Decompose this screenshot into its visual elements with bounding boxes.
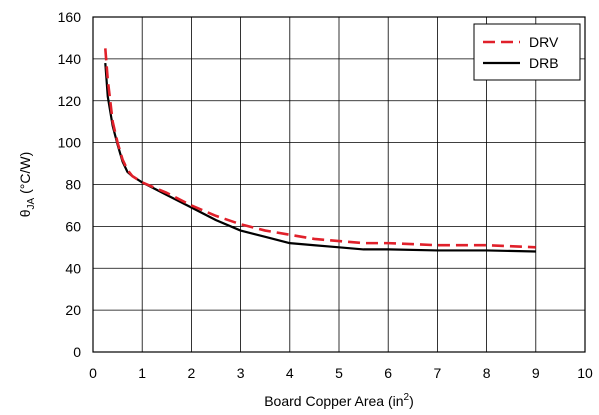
x-axis-title: Board Copper Area (in2) xyxy=(264,392,414,409)
legend-box xyxy=(473,23,581,81)
x-tick-label: 2 xyxy=(188,365,196,381)
x-tick-label: 0 xyxy=(89,365,97,381)
series-layer xyxy=(104,48,536,253)
y-axis-title-rest: (°C/W) xyxy=(17,152,33,198)
legend: DRV DRB xyxy=(473,23,581,81)
x-tick-label: 1 xyxy=(138,365,146,381)
legend-label-drb: DRB xyxy=(529,55,559,71)
x-tick-label: 5 xyxy=(335,365,343,381)
y-tick-labels: 0 20 40 60 80 100 120 140 160 xyxy=(58,9,82,360)
y-tick-label: 120 xyxy=(58,93,82,109)
legend-label-drv: DRV xyxy=(529,34,559,50)
y-tick-label: 0 xyxy=(73,344,81,360)
x-tick-label: 7 xyxy=(434,365,442,381)
x-tick-label: 9 xyxy=(532,365,540,381)
y-tick-label: 40 xyxy=(65,260,81,276)
series-line-drv xyxy=(104,48,536,249)
x-tick-label: 8 xyxy=(483,365,491,381)
x-tick-label: 4 xyxy=(286,365,294,381)
x-axis-title-main: Board Copper Area (in xyxy=(264,393,403,409)
y-tick-label: 80 xyxy=(65,177,81,193)
plot-area-frame xyxy=(92,16,586,353)
x-tick-label: 3 xyxy=(237,365,245,381)
y-axis-title-sub: JA xyxy=(26,197,37,209)
x-tick-label: 6 xyxy=(384,365,392,381)
x-tick-label: 10 xyxy=(577,365,593,381)
y-tick-label: 160 xyxy=(58,9,82,25)
y-tick-label: 20 xyxy=(65,302,81,318)
y-tick-label: 100 xyxy=(58,135,82,151)
x-axis-title-end: ) xyxy=(409,393,414,409)
y-axis-title-theta: θ xyxy=(17,209,33,217)
x-tick-labels: 0 1 2 3 4 5 6 7 8 9 10 xyxy=(89,365,593,381)
x-axis-title-sup: 2 xyxy=(404,392,410,403)
series-line-drb xyxy=(104,62,536,253)
y-axis-title: θJA (°C/W) xyxy=(17,152,37,218)
y-tick-label: 140 xyxy=(58,51,82,67)
y-tick-label: 60 xyxy=(65,218,81,234)
